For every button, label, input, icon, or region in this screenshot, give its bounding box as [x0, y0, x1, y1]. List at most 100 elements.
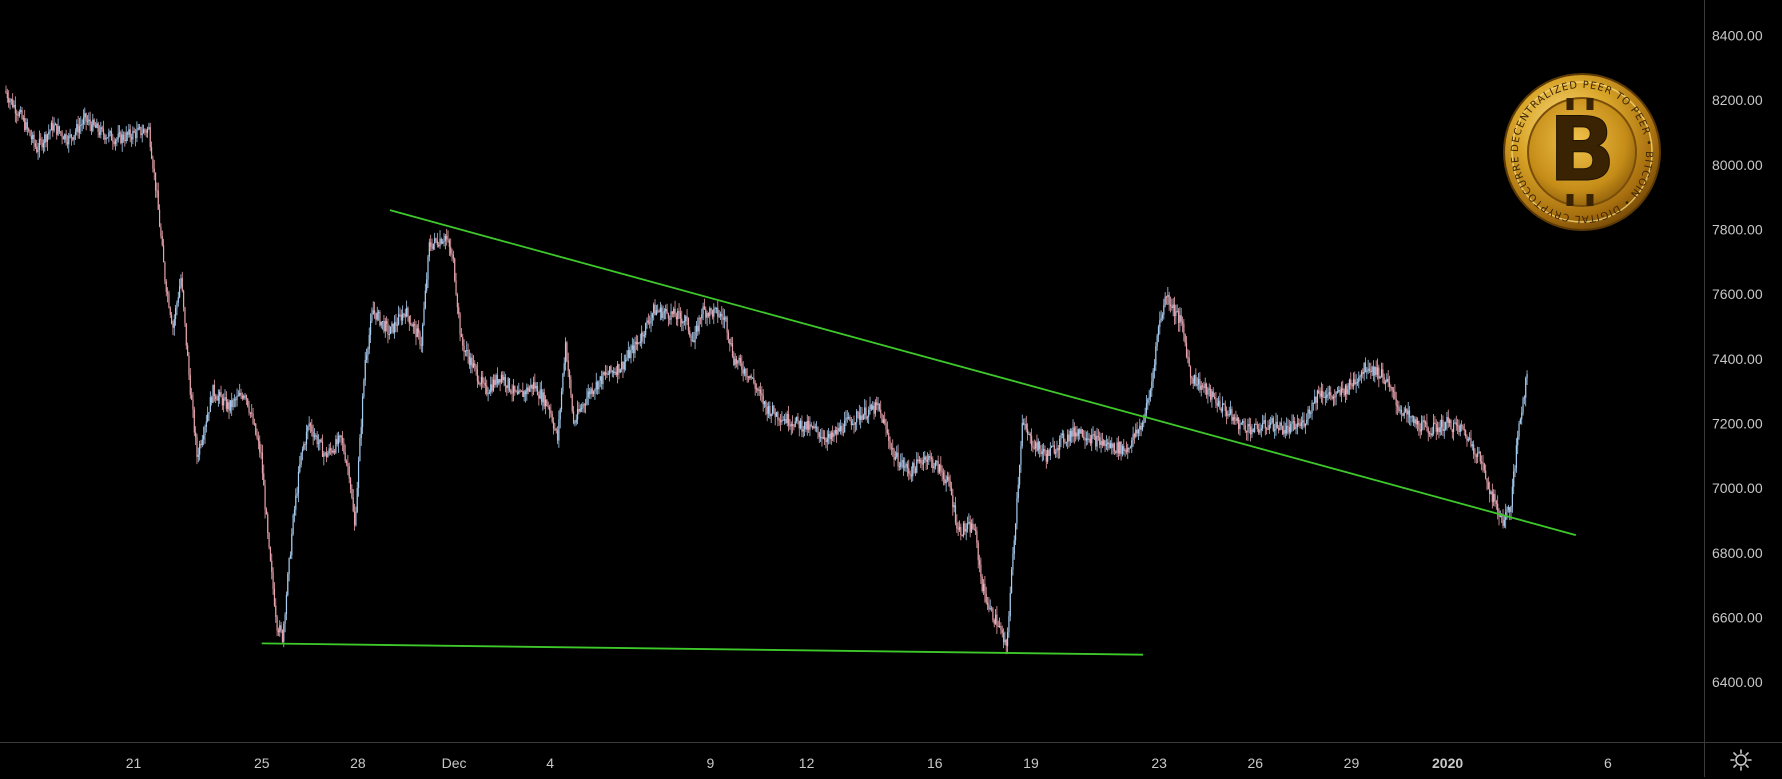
candle [21, 107, 23, 120]
candle [1091, 428, 1093, 452]
candle [299, 455, 301, 474]
candle [1231, 406, 1233, 425]
candle [474, 360, 476, 372]
candle [1258, 423, 1260, 435]
candle [1414, 416, 1416, 428]
candle [1219, 392, 1221, 411]
candle [647, 313, 649, 325]
candle [475, 364, 477, 376]
candle [1208, 383, 1210, 397]
candle [141, 124, 143, 143]
candle [18, 109, 20, 118]
gear-icon [1730, 749, 1752, 771]
candle [456, 292, 458, 315]
candle [152, 155, 154, 173]
candle [902, 457, 905, 476]
candle [984, 575, 986, 603]
candle [160, 223, 162, 239]
candle [667, 312, 669, 327]
candle [355, 506, 357, 527]
time-axis[interactable]: 21 25 28 Dec 4 9 12 16 19 23 26 29 2020 6 [126, 755, 1612, 771]
candle [793, 423, 795, 431]
candle [532, 376, 535, 396]
candle [1334, 389, 1336, 406]
candle [1031, 428, 1033, 452]
candle [466, 341, 468, 357]
candle [893, 447, 895, 467]
candle [1008, 610, 1010, 638]
candle [790, 421, 792, 436]
candle [609, 365, 611, 382]
candle [1035, 440, 1037, 457]
candle [146, 126, 149, 138]
price-axis[interactable]: 6400.00 6600.00 6800.00 7000.00 7200.00 7400.… [1712, 28, 1763, 691]
candle [1407, 401, 1409, 424]
candle [597, 380, 599, 395]
candle [69, 128, 71, 139]
candle [1061, 429, 1063, 439]
price-tick-label: 7400.00 [1712, 351, 1763, 367]
candle [511, 384, 513, 402]
candle [1291, 414, 1293, 432]
candle [543, 388, 545, 410]
candle [145, 128, 147, 138]
candle [1419, 423, 1421, 439]
candle [1224, 400, 1226, 417]
candle [1211, 389, 1213, 408]
trendline[interactable] [389, 209, 1577, 536]
candle [36, 139, 38, 154]
chart-settings-button[interactable] [1726, 746, 1756, 774]
candle [104, 133, 106, 144]
candle [1367, 359, 1369, 375]
candle [232, 398, 234, 411]
candle [61, 130, 63, 145]
candle [157, 182, 159, 210]
logo-ring-text: DECENTRALIZED PEER TO PEER • BITCOIN • D… [0, 0, 1654, 224]
candle [1332, 394, 1335, 407]
candle [1402, 413, 1404, 417]
candle [1079, 428, 1081, 440]
time-tick-label: 19 [1023, 755, 1039, 771]
trendline[interactable] [261, 642, 1144, 656]
candle [1394, 384, 1396, 400]
candle [1247, 418, 1249, 441]
candle [1379, 375, 1381, 379]
candle [1439, 419, 1441, 436]
candle [1012, 546, 1014, 576]
candle [415, 320, 417, 346]
candle [41, 136, 43, 151]
candle [900, 453, 902, 470]
candle [739, 354, 742, 367]
candle [1477, 446, 1479, 464]
candle [313, 428, 316, 441]
candle [828, 428, 830, 445]
candle [237, 390, 239, 397]
candle [730, 337, 732, 347]
candle [219, 389, 221, 404]
candle [699, 317, 702, 325]
candle [702, 302, 704, 321]
candle [303, 441, 305, 451]
candle [1185, 336, 1188, 359]
candle [73, 134, 75, 146]
candle [124, 131, 126, 147]
candle [1200, 381, 1202, 397]
candle [325, 446, 328, 463]
candle [1168, 291, 1170, 311]
candle [659, 301, 661, 321]
candle [1056, 440, 1058, 458]
price-tick-label: 8400.00 [1712, 28, 1763, 44]
candle [701, 308, 703, 328]
candle [986, 596, 989, 610]
candle [395, 314, 397, 333]
candle [774, 408, 776, 426]
candle [1051, 445, 1053, 448]
candle [450, 238, 452, 257]
candle [719, 311, 722, 321]
candle [351, 484, 353, 500]
candle [519, 388, 521, 393]
candle [916, 451, 918, 474]
candle [132, 126, 134, 145]
